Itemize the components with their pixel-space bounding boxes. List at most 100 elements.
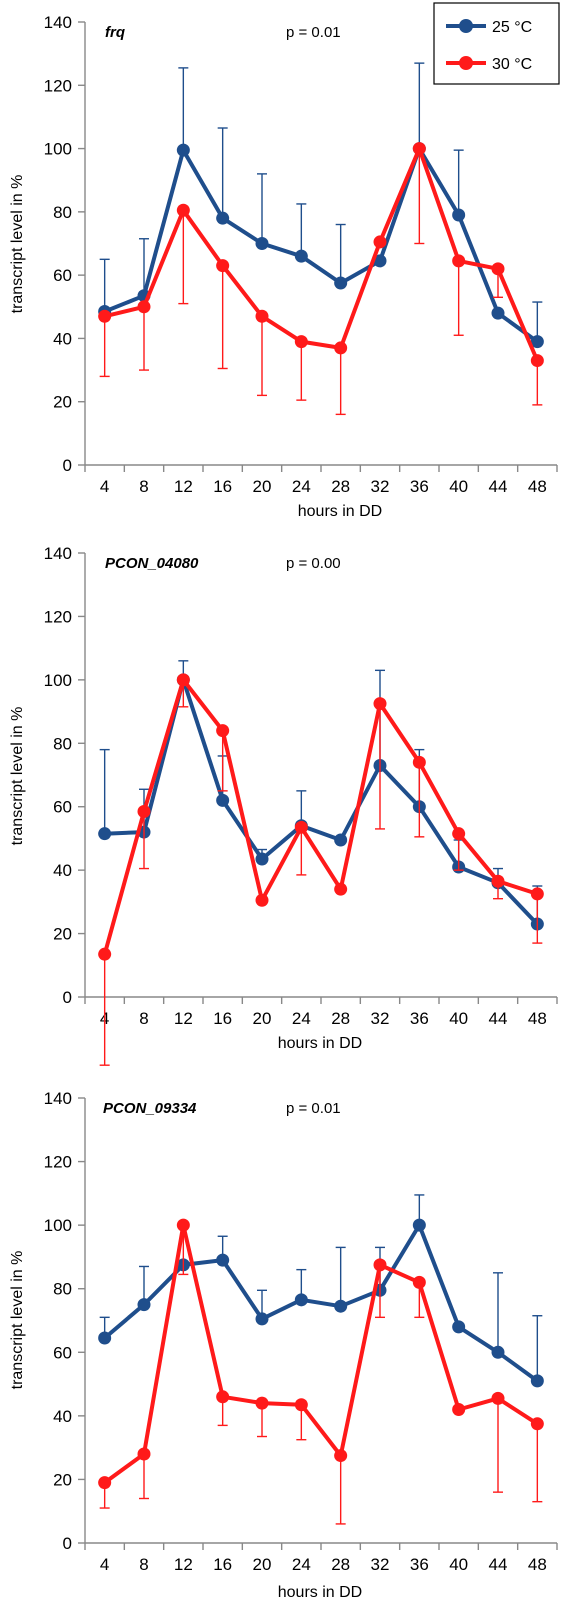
x-tick-label: 48 [528, 1009, 547, 1028]
data-point [530, 335, 544, 349]
y-tick-label: 140 [44, 544, 72, 563]
data-point [334, 1449, 348, 1463]
data-point [452, 827, 466, 841]
data-point [255, 309, 269, 323]
data-point [216, 1253, 230, 1267]
data-point [412, 1218, 426, 1232]
x-tick-label: 40 [449, 477, 468, 496]
x-tick-label: 44 [489, 1009, 508, 1028]
x-tick-label: 16 [213, 1555, 232, 1574]
data-point [452, 208, 466, 222]
x-axis-title: hours in DD [278, 1035, 362, 1052]
data-point [98, 947, 112, 961]
data-point [137, 1447, 151, 1461]
gene-name: frq [105, 24, 125, 41]
data-point [412, 1275, 426, 1289]
data-point [530, 887, 544, 901]
y-tick-label: 60 [53, 266, 72, 285]
legend-marker-30c [459, 56, 473, 70]
y-tick-label: 80 [53, 1280, 72, 1299]
p-value: p = 0.01 [286, 1100, 341, 1117]
data-point [176, 203, 190, 217]
legend-marker-25c [459, 19, 473, 33]
x-tick-label: 12 [174, 1555, 193, 1574]
gene-name: PCON_09334 [103, 1100, 197, 1117]
y-tick-label: 0 [63, 988, 72, 1007]
x-tick-label: 24 [292, 1009, 311, 1028]
data-point [491, 1391, 505, 1405]
series-line [103, 1223, 539, 1485]
data-point [491, 262, 505, 276]
x-tick-label: 4 [100, 477, 109, 496]
data-point [334, 1299, 348, 1313]
p-value: p = 0.01 [286, 24, 341, 41]
legend-box [433, 2, 560, 85]
data-point [530, 354, 544, 368]
data-point [334, 882, 348, 896]
y-tick-label: 20 [53, 1470, 72, 1489]
data-point [98, 827, 112, 841]
x-tick-label: 12 [174, 1009, 193, 1028]
x-tick-label: 36 [410, 1009, 429, 1028]
x-tick-label: 40 [449, 1009, 468, 1028]
data-point [452, 1320, 466, 1334]
x-tick-label: 32 [371, 1555, 390, 1574]
data-point [373, 235, 387, 249]
chart-pcon-04080: PCON_04080 p = 0.00 hours in DD transcri… [9, 544, 558, 1066]
x-tick-label: 24 [292, 477, 311, 496]
x-axis-title: hours in DD [298, 503, 382, 520]
data-point [294, 820, 308, 834]
series-30c [98, 142, 544, 416]
y-axis-title: transcript level in % [9, 175, 26, 314]
series-25c [98, 62, 544, 349]
y-tick-label: 60 [53, 798, 72, 817]
y-tick-label: 100 [44, 1216, 72, 1235]
x-tick-label: 4 [100, 1555, 109, 1574]
data-point [255, 1396, 269, 1410]
data-point [373, 697, 387, 711]
y-tick-label: 0 [63, 1534, 72, 1553]
x-tick-label: 44 [489, 1555, 508, 1574]
y-tick-label: 120 [44, 1153, 72, 1172]
y-tick-label: 100 [44, 140, 72, 159]
x-tick-label: 36 [410, 1555, 429, 1574]
y-axis-title: transcript level in % [9, 1251, 26, 1390]
y-tick-label: 120 [44, 607, 72, 626]
x-tick-label: 32 [371, 477, 390, 496]
data-point [216, 793, 230, 807]
x-tick-label: 12 [174, 477, 193, 496]
data-point [294, 1398, 308, 1412]
x-tick-label: 36 [410, 477, 429, 496]
y-tick-label: 40 [53, 329, 72, 348]
x-tick-label: 28 [331, 1009, 350, 1028]
data-point [334, 341, 348, 355]
data-point [491, 1345, 505, 1359]
y-tick-label: 140 [44, 13, 72, 32]
data-point [176, 673, 190, 687]
data-point [98, 1476, 112, 1490]
data-point [255, 852, 269, 866]
y-axis-title: transcript level in % [9, 707, 26, 846]
x-tick-label: 40 [449, 1555, 468, 1574]
x-tick-label: 16 [213, 1009, 232, 1028]
data-point [491, 874, 505, 888]
data-point [334, 833, 348, 847]
data-point [412, 142, 426, 156]
y-tick-label: 100 [44, 671, 72, 690]
data-point [491, 306, 505, 320]
data-point [255, 237, 269, 250]
p-value: p = 0.00 [286, 555, 341, 572]
data-point [216, 211, 230, 225]
data-point [98, 309, 112, 323]
data-point [137, 804, 151, 818]
y-tick-label: 20 [53, 393, 72, 412]
data-point [98, 1331, 112, 1345]
data-point [334, 276, 348, 290]
data-point [294, 335, 308, 349]
data-point [412, 755, 426, 769]
chart-frq: 25 °C 30 °C frq p = 0.01 hours in DD tra… [9, 2, 560, 520]
x-tick-label: 20 [253, 477, 272, 496]
chart-pcon-09334: PCON_09334 p = 0.01 hours in DD transcri… [9, 1089, 558, 1601]
